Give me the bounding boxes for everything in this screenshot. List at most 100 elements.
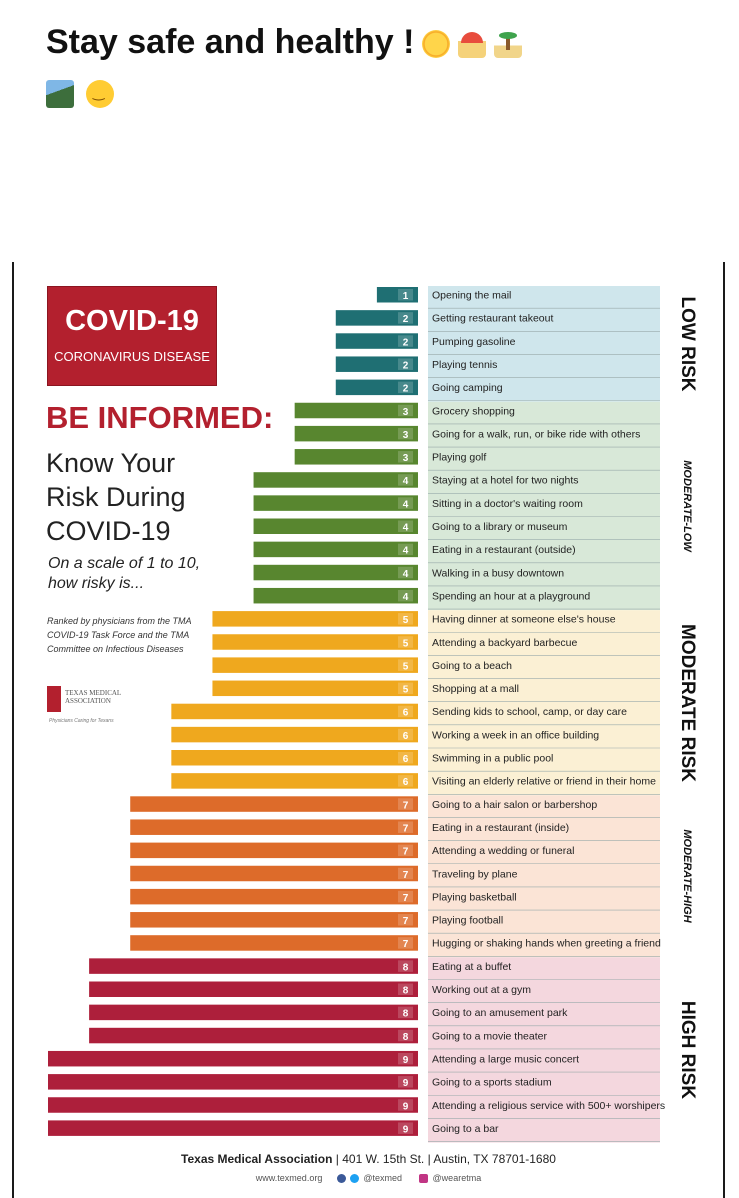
risk-bar xyxy=(335,310,418,326)
risk-band-background xyxy=(428,286,660,402)
activity-label: Playing tennis xyxy=(432,359,497,371)
activity-label: Shopping at a mall xyxy=(432,683,519,695)
risk-score-box xyxy=(398,960,413,972)
risk-bar xyxy=(253,495,418,511)
covid-risk-infographic[interactable]: 1 Opening the mail 2 Getting restaurant tak… xyxy=(12,262,725,1198)
risk-bar xyxy=(212,611,418,627)
risk-bar xyxy=(212,634,418,650)
risk-score-box xyxy=(398,1099,413,1111)
risk-score-box xyxy=(398,914,413,926)
twitter-icon[interactable] xyxy=(349,1174,359,1184)
risk-score-label: 9 xyxy=(403,1124,409,1135)
activity-label: Eating in a restaurant (outside) xyxy=(432,544,576,556)
risk-bar xyxy=(130,912,418,928)
risk-score-label: 9 xyxy=(403,1055,409,1066)
footer-sep: | xyxy=(335,1152,343,1166)
footer-city: Austin, TX 78701-1680 xyxy=(433,1152,556,1166)
covid-badge-subtitle: CORONAVIRUS DISEASE xyxy=(54,349,210,364)
risk-score-label: 4 xyxy=(403,546,409,557)
risk-band-label: LOW RISK xyxy=(677,296,698,392)
activity-label: Opening the mail xyxy=(432,290,511,302)
activity-label: Going for a walk, run, or bike ride with… xyxy=(432,428,640,440)
risk-score-box xyxy=(398,775,413,787)
risk-bar xyxy=(171,750,418,766)
risk-band-background xyxy=(428,795,660,958)
risk-bar xyxy=(130,842,418,859)
activity-label: Playing basketball xyxy=(432,891,517,903)
risk-bar xyxy=(171,703,418,720)
activity-label: Eating at a buffet xyxy=(432,961,511,973)
activity-label: Going to a bar xyxy=(432,1123,499,1135)
risk-score-label: 7 xyxy=(403,800,409,811)
risk-score-box xyxy=(398,474,413,486)
risk-score-box xyxy=(398,358,413,370)
activity-label: Sitting in a doctor's waiting room xyxy=(432,498,583,510)
risk-score-label: 7 xyxy=(403,916,409,927)
risk-score-label: 6 xyxy=(403,754,409,765)
facebook-icon[interactable] xyxy=(336,1174,346,1184)
risk-score-box xyxy=(398,1029,413,1042)
risk-band-label: HIGH RISK xyxy=(677,1000,698,1100)
smiling-face-emoji-icon xyxy=(86,80,114,108)
risk-score-box xyxy=(398,821,413,833)
risk-bar xyxy=(89,981,418,997)
activity-label: Playing football xyxy=(432,915,503,927)
activity-label: Working a week in an office building xyxy=(432,729,599,741)
activity-label: Going to a sports stadium xyxy=(432,1077,552,1089)
activity-label: Getting restaurant takeout xyxy=(432,313,553,325)
risk-band-background xyxy=(428,401,660,611)
risk-score-label: 7 xyxy=(403,893,409,904)
risk-band-label: MODERATE-LOW xyxy=(681,460,693,552)
footer-website[interactable]: www.texmed.org xyxy=(255,1173,323,1183)
activity-label: Going to a movie theater xyxy=(432,1030,547,1042)
risk-score-box xyxy=(398,566,413,579)
risk-score-box xyxy=(398,312,413,324)
risk-score-label: 5 xyxy=(403,638,409,649)
risk-score-label: 8 xyxy=(403,1032,409,1043)
risk-bar xyxy=(48,1074,418,1090)
risk-bar xyxy=(171,726,418,743)
risk-bar xyxy=(253,541,418,558)
risk-bar xyxy=(253,472,418,488)
risk-score-box xyxy=(398,983,413,995)
risk-band-background xyxy=(428,610,660,796)
risk-score-label: 8 xyxy=(403,986,409,997)
footer-street: 401 W. 15th St. xyxy=(342,1152,425,1166)
footer-address: Texas Medical Association | 401 W. 15th … xyxy=(14,1152,723,1166)
risk-bar xyxy=(130,935,418,951)
risk-bar xyxy=(253,587,418,604)
risk-bar xyxy=(130,888,418,905)
risk-score-label: 4 xyxy=(403,476,409,487)
ranked-by-note: Ranked by physicians from the TMA COVID-… xyxy=(47,616,192,654)
risk-score-box xyxy=(398,937,413,949)
risk-score-box xyxy=(398,1052,413,1065)
activity-label: Attending a backyard barbecue xyxy=(432,637,578,649)
covid-badge: COVID-19 CORONAVIRUS DISEASE xyxy=(47,286,217,386)
footer-instagram[interactable]: @wearetma xyxy=(432,1173,482,1183)
footer-twitter[interactable]: @texmed xyxy=(363,1173,403,1183)
risk-bar xyxy=(48,1097,418,1113)
risk-score-label: 9 xyxy=(403,1078,409,1089)
risk-score-label: 4 xyxy=(403,523,409,534)
risk-score-label: 6 xyxy=(403,731,409,742)
activity-label: Having dinner at someone else's house xyxy=(432,614,616,626)
instagram-icon[interactable] xyxy=(419,1174,429,1184)
risk-score-box xyxy=(398,844,413,857)
risk-bar xyxy=(48,1050,418,1067)
risk-score-label: 6 xyxy=(403,708,409,719)
activity-label: Attending a large music concert xyxy=(432,1053,579,1065)
activity-label: Walking in a busy downtown xyxy=(432,567,564,579)
risk-score-box xyxy=(398,798,413,810)
risk-score-box xyxy=(398,636,413,648)
risk-bar xyxy=(89,958,418,974)
activity-label: Playing golf xyxy=(432,452,486,464)
risk-score-box xyxy=(398,543,413,556)
risk-score-box xyxy=(398,728,413,741)
covid-badge-title: COVID-19 xyxy=(65,305,199,337)
risk-score-label: 3 xyxy=(403,430,409,441)
activity-label: Sending kids to school, camp, or day car… xyxy=(432,706,627,718)
risk-bar xyxy=(376,287,418,303)
risk-bar xyxy=(212,680,418,697)
tma-logo: TEXAS MEDICAL ASSOCIATION Physicians Car… xyxy=(47,686,157,724)
activity-label: Pumping gasoline xyxy=(432,336,516,348)
